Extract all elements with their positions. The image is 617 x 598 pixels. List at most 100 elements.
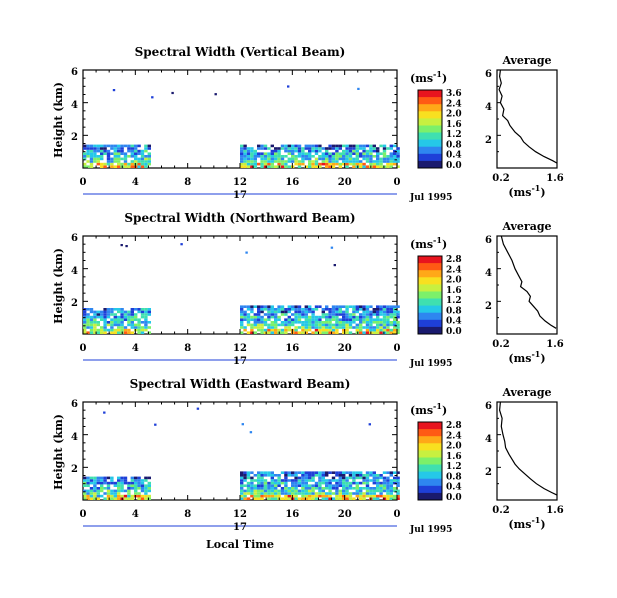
heatmap-cell [386, 155, 390, 158]
heatmap-cell [284, 162, 288, 166]
heatmap-cell [253, 331, 257, 334]
heatmap-cell [120, 481, 124, 485]
colorbar-swatch [418, 146, 442, 155]
heatmap-cell [260, 494, 264, 498]
avg-y-tick-label: 4 [485, 268, 492, 279]
heatmap-cell [246, 157, 251, 161]
heatmap-cell [110, 489, 114, 493]
heatmap-cell [308, 157, 312, 161]
heatmap-cell [100, 489, 104, 493]
heatmap-cell [253, 157, 257, 161]
heatmap-cell [140, 494, 145, 498]
heatmap-cell [277, 152, 281, 155]
heatmap-cell [253, 315, 257, 319]
heatmap-cell [365, 323, 370, 327]
heatmap-cell [369, 152, 373, 155]
heatmap-cell [386, 313, 390, 316]
heatmap-cell [352, 160, 356, 163]
heatmap-cell [117, 152, 121, 155]
colorbar-swatch [418, 256, 442, 264]
heatmap-cell [379, 162, 383, 166]
heatmap-cell [117, 494, 121, 498]
heatmap-cell [113, 144, 117, 148]
heatmap-cell [260, 489, 264, 493]
heatmap-cell [113, 328, 117, 332]
heatmap-cell [348, 321, 353, 324]
heatmap-cell [362, 157, 366, 161]
heatmap-cell [277, 318, 281, 321]
heatmap-cell [301, 492, 305, 495]
heatmap-cell [301, 494, 305, 498]
heatmap-cell [113, 318, 117, 321]
colorbar-swatch [418, 436, 442, 444]
heatmap-cell [365, 492, 370, 495]
heatmap-cell [365, 479, 370, 482]
heatmap-cell [260, 308, 264, 311]
heatmap-cell [274, 487, 278, 490]
heatmap-cell [280, 157, 285, 161]
heatmap-cell [144, 149, 148, 153]
heatmap-cell [396, 149, 400, 153]
heatmap-cell [120, 244, 123, 247]
y-axis-ticks [83, 401, 397, 501]
heatmap-cell [376, 476, 380, 480]
heatmap-cell [270, 471, 274, 474]
heatmap-cell [338, 484, 342, 487]
heatmap-cell [379, 152, 383, 155]
heatmap-cell [137, 318, 141, 321]
heatmap-cell [308, 144, 312, 148]
heatmap-cell [240, 487, 244, 490]
heatmap-cell [106, 149, 111, 153]
heatmap-cell [372, 162, 376, 166]
colorbar-swatch [418, 132, 442, 141]
heatmap-cell [348, 313, 353, 316]
heatmap-cell [250, 487, 254, 490]
heatmap-cell [83, 310, 87, 314]
heatmap-cell [359, 313, 363, 316]
heatmap-cell [304, 308, 308, 311]
heatmap-cell [263, 479, 268, 482]
avg-y-tick-label: 6 [485, 235, 492, 246]
heatmap-cell [250, 318, 254, 321]
heatmap-cell [342, 160, 346, 163]
heatmap-cell [369, 162, 373, 166]
heatmap-cell [318, 492, 322, 495]
heatmap-cell [270, 328, 274, 332]
heatmap-cell [352, 313, 356, 316]
heatmap-cell [263, 313, 268, 316]
heatmap-cell [365, 310, 370, 314]
heatmap-cell [120, 489, 124, 493]
heatmap-cell [365, 331, 370, 334]
heatmap-cell [369, 149, 373, 153]
heatmap-cell [86, 497, 90, 500]
heatmap-cell [260, 155, 264, 158]
heatmap-cell [147, 481, 151, 485]
heatmap-cell [144, 308, 148, 311]
heatmap-cell [100, 318, 104, 321]
heatmap-cell [137, 476, 141, 480]
heatmap-cell [240, 162, 244, 166]
heatmap-cell [263, 144, 268, 148]
heatmap-cell [376, 474, 380, 477]
heatmap-cell [318, 489, 322, 493]
heatmap-cell [277, 149, 281, 153]
heatmap-cell [379, 331, 383, 334]
heatmap-cell [110, 492, 114, 495]
heatmap-cell [321, 489, 325, 493]
heatmap-cell [355, 147, 359, 150]
heatmap-cell [393, 323, 397, 327]
heatmap-cell [270, 494, 274, 498]
avg-x-tick-label: 0.2 [492, 505, 509, 516]
heatmap-cell [376, 305, 380, 308]
heatmap-cell [321, 147, 325, 150]
heatmap-cell [277, 328, 281, 332]
colorbar-tick-label: 0.8 [446, 140, 462, 150]
heatmap-cell [287, 479, 291, 482]
date-center-label: 17 [233, 522, 247, 533]
heatmap-cell [325, 313, 329, 316]
heatmap-cell [93, 487, 97, 490]
heatmap-cell [89, 494, 94, 498]
heatmap-cell [389, 152, 393, 155]
heatmap-cell [250, 147, 254, 150]
heatmap-cell [140, 489, 145, 493]
